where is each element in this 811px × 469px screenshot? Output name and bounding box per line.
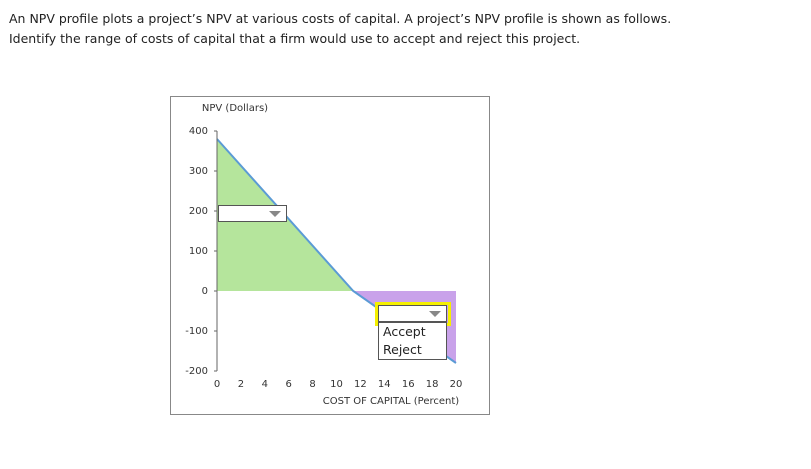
y-axis-title: NPV (Dollars) — [202, 103, 268, 114]
y-tick-label: 300 — [189, 166, 208, 177]
x-tick-label: 12 — [354, 379, 367, 390]
x-tick-label: 10 — [330, 379, 343, 390]
question-text: An NPV profile plots a project’s NPV at … — [9, 11, 672, 46]
dropdown-options: Accept Reject — [378, 322, 447, 360]
dropdown-option[interactable]: Accept — [383, 324, 426, 339]
x-tick-label: 16 — [402, 379, 415, 390]
x-tick-label: 4 — [262, 379, 268, 390]
x-tick-label: 18 — [426, 379, 439, 390]
x-tick-label: 20 — [450, 379, 463, 390]
x-tick-label: 14 — [378, 379, 391, 390]
x-tick-label: 8 — [309, 379, 315, 390]
x-tick-label: 2 — [238, 379, 244, 390]
x-tick-label: 6 — [286, 379, 292, 390]
y-tick-label: 100 — [189, 246, 208, 257]
x-tick-label: 0 — [214, 379, 220, 390]
y-tick-label: 400 — [189, 126, 208, 137]
x-axis-title: COST OF CAPITAL (Percent) — [323, 396, 460, 407]
dropdown-option[interactable]: Reject — [383, 342, 422, 357]
y-tick-label: -200 — [185, 366, 208, 377]
dropdown[interactable] — [218, 205, 287, 222]
dropdown[interactable] — [378, 305, 447, 322]
y-tick-label: 0 — [202, 286, 208, 297]
y-tick-label: -100 — [185, 326, 208, 337]
y-tick-label: 200 — [189, 206, 208, 217]
